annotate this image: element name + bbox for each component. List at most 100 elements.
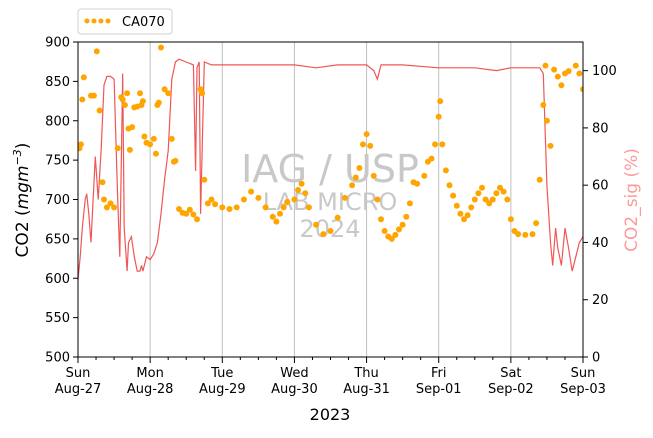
co2-point: [392, 231, 399, 238]
left-y-tick-label: 750: [45, 154, 70, 169]
co2-point: [111, 204, 118, 211]
co2-point: [551, 66, 558, 73]
x-tick-label: Sun Aug-27: [55, 366, 102, 397]
left-y-tick-label: 800: [45, 114, 70, 129]
co2-point: [201, 176, 208, 183]
co2-point: [540, 102, 547, 108]
co2-point: [277, 210, 283, 217]
co2-point: [374, 196, 381, 203]
co2-point: [298, 180, 305, 187]
left-y-tick-label: 900: [45, 36, 70, 51]
co2-point: [500, 188, 507, 195]
co2-point: [446, 182, 453, 189]
co2-point: [522, 231, 529, 238]
co2-point: [493, 190, 500, 197]
x-tick-label: Thu Aug-31: [343, 366, 390, 397]
co2-point: [381, 228, 388, 234]
co2-point: [437, 98, 444, 105]
x-tick-label: Tue Aug-29: [199, 366, 246, 397]
co2-point: [208, 196, 215, 203]
co2-point: [96, 107, 103, 114]
co2-point: [204, 200, 211, 207]
co2-point: [468, 204, 475, 211]
co2-point: [305, 204, 312, 211]
co2-point: [482, 196, 489, 203]
left-y-tick-label: 500: [45, 351, 70, 366]
co2-point: [152, 150, 159, 157]
co2-point: [428, 155, 435, 162]
co2-sig-line-layer: [78, 58, 583, 280]
co2-point: [486, 200, 493, 207]
co2-point: [124, 90, 131, 97]
legend-marker: [91, 18, 97, 24]
co2-point: [78, 141, 84, 148]
co2-point: [453, 202, 460, 209]
co2-point: [565, 68, 572, 75]
x-tick-label: Mon Aug-28: [127, 366, 174, 397]
legend-marker: [84, 18, 90, 24]
x-tick-label: Fri Sep-01: [416, 366, 462, 397]
co2-point: [99, 179, 106, 186]
co2-point: [507, 216, 514, 223]
left-y-axis-label-base: CO2 (: [13, 209, 33, 257]
co2-point: [533, 220, 540, 227]
co2-point: [93, 48, 100, 55]
co2-point: [327, 228, 334, 234]
co2-point: [442, 167, 449, 174]
co2-point: [313, 221, 320, 228]
x-axis: Sun Aug-27 Mon Aug-28 Tue Aug-29 Wed Aug-30 Thu A…: [55, 357, 606, 397]
co2-point: [421, 172, 428, 179]
co2-point: [172, 157, 179, 164]
co2-point: [226, 206, 233, 212]
co2-point: [504, 196, 511, 203]
co2-point: [435, 113, 442, 120]
co2-point: [147, 141, 154, 148]
co2-point: [280, 204, 287, 211]
co2-point: [457, 210, 464, 217]
co2-point: [576, 70, 583, 77]
co2-point: [356, 165, 363, 171]
co2-point: [137, 90, 143, 97]
co2-point: [396, 226, 402, 233]
co2-point: [141, 133, 148, 140]
co2-point: [212, 201, 219, 208]
co2-point: [165, 90, 172, 97]
co2-point: [126, 146, 133, 153]
co2-point: [349, 182, 356, 189]
co2-point: [464, 212, 471, 219]
co2-point: [269, 213, 276, 220]
co2-point: [119, 96, 126, 103]
co2-point: [471, 196, 478, 203]
left-y-tick-label: 700: [45, 193, 70, 208]
co2-point: [572, 62, 579, 69]
co2-points-layer: [78, 44, 583, 242]
co2-point: [529, 231, 536, 238]
co2-point: [129, 124, 136, 131]
co2-point: [168, 135, 175, 142]
co2-point: [547, 142, 554, 149]
right-y-axis-label: CO2_sig (%): [622, 148, 642, 252]
co2-point: [536, 176, 543, 183]
co2-point: [320, 231, 327, 238]
co2-point: [158, 44, 164, 51]
co2-point: [80, 74, 87, 81]
right-y-axis: 0 20 40 60 80 100: [583, 64, 617, 366]
co2-point: [79, 96, 86, 103]
x-tick-label: Wed Aug-30: [271, 366, 318, 397]
co2-point: [90, 92, 97, 99]
co2-point: [403, 213, 410, 220]
co2-point: [176, 206, 182, 212]
co2-point: [302, 190, 309, 197]
co2-point: [515, 231, 522, 238]
right-y-tick-label: 40: [592, 236, 609, 251]
co2-point: [352, 174, 359, 181]
co2-point: [233, 204, 240, 211]
watermark-title: IAG / USP: [241, 147, 419, 191]
co2-point: [370, 172, 377, 179]
co2-point: [580, 86, 583, 93]
co2-point: [139, 98, 146, 105]
legend-marker: [105, 18, 111, 24]
co2-point: [378, 216, 384, 223]
co2-point: [219, 204, 226, 211]
